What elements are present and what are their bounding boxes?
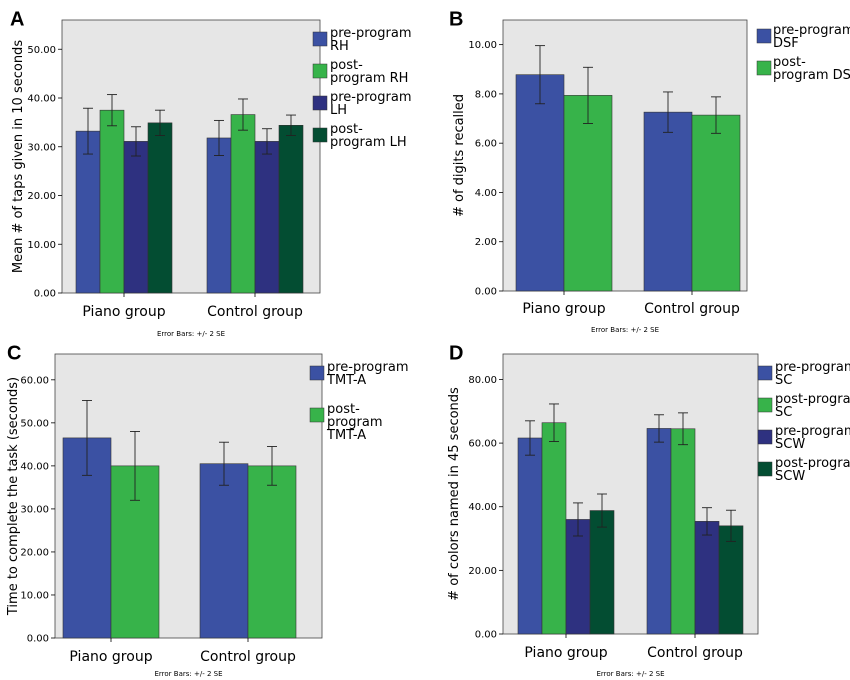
y-tick-label: 10.00 — [27, 240, 56, 251]
panel-letter: B — [449, 8, 463, 30]
legend-swatch — [309, 365, 325, 381]
y-tick-label: 10.00 — [20, 590, 49, 601]
x-tick-label: Control group — [207, 304, 303, 320]
legend-label: post-program RH — [330, 58, 408, 86]
legend-label: pre-program SCW — [775, 424, 850, 452]
chart-panel-d: D 0.00 20.00 40.00 60.00 80.00 # of colors nam… — [447, 342, 850, 678]
chart-panel-c: C 0.00 10.00 20.00 30.00 40.00 50.00 60.00Time … — [6, 342, 409, 678]
y-tick-label: 4.00 — [475, 188, 497, 199]
legend-swatch — [756, 28, 772, 44]
bar — [565, 519, 591, 635]
error-bars-note: Error Bars: +/- 2 SE — [154, 670, 222, 678]
bar — [254, 141, 280, 294]
legend-label: pre-program LH — [330, 90, 412, 118]
bar — [278, 125, 304, 294]
legend-swatch — [312, 31, 328, 47]
y-tick-label: 40.00 — [27, 94, 56, 105]
legend-swatch — [756, 60, 772, 76]
y-tick-label: 20.00 — [468, 566, 497, 577]
x-tick-label: Control group — [647, 645, 743, 661]
y-tick-label: 2.00 — [475, 237, 497, 248]
legend-swatch — [757, 365, 773, 381]
y-tick-label: 8.00 — [475, 89, 497, 100]
x-tick-label: Control group — [200, 649, 296, 665]
legend-swatch — [312, 63, 328, 79]
bar — [230, 114, 256, 294]
legend-label: post-program DSF — [773, 55, 850, 83]
y-tick-label: 60.00 — [20, 375, 49, 386]
y-axis-label: # of digits recalled — [452, 94, 467, 217]
legend: pre-program TMT-A post-program TMT-A — [309, 360, 409, 443]
bar — [541, 422, 567, 635]
y-tick-label: 20.00 — [20, 547, 49, 558]
y-tick-label: 50.00 — [27, 45, 56, 56]
legend-label: post-program TMT-A — [326, 402, 383, 443]
bar — [718, 525, 744, 635]
y-tick-label: 0.00 — [27, 634, 49, 645]
error-bars-note: Error Bars: +/- 2 SE — [157, 330, 225, 338]
y-axis-label: Mean # of taps given in 10 seconds — [11, 40, 26, 273]
bar — [123, 141, 149, 294]
bar — [517, 437, 543, 635]
x-tick-label: Piano group — [522, 301, 605, 317]
bar — [691, 114, 741, 292]
bar — [147, 122, 173, 294]
legend-label: pre-program TMT-A — [326, 360, 409, 388]
bar — [694, 521, 720, 635]
legend-swatch — [309, 407, 325, 423]
x-tick-label: Piano group — [82, 304, 165, 320]
bar — [199, 463, 249, 639]
legend-label: post-program LH — [330, 122, 407, 150]
panel-letter: A — [10, 8, 24, 30]
bar — [670, 428, 696, 635]
legend-swatch — [757, 397, 773, 413]
bar — [99, 109, 125, 294]
x-tick-label: Control group — [644, 301, 740, 317]
y-axis-label: # of colors named in 45 seconds — [447, 387, 462, 601]
y-tick-label: 0.00 — [475, 630, 497, 641]
bar — [589, 510, 615, 635]
y-axis-label: Time to complete the task (seconds) — [6, 377, 21, 616]
bar — [563, 95, 613, 292]
bar — [75, 130, 101, 294]
error-bars-note: Error Bars: +/- 2 SE — [596, 670, 664, 678]
y-tick-label: 0.00 — [475, 287, 497, 298]
y-tick-label: 20.00 — [27, 191, 56, 202]
y-tick-label: 40.00 — [20, 461, 49, 472]
legend-swatch — [312, 127, 328, 143]
chart-panel-b: B 0.00 2.00 4.00 6.00 8.00 10.00 # of digits re… — [449, 8, 850, 334]
legend-swatch — [312, 95, 328, 111]
panel-letter: C — [7, 342, 21, 364]
y-tick-label: 50.00 — [20, 418, 49, 429]
bar — [206, 137, 232, 294]
y-tick-label: 6.00 — [475, 139, 497, 150]
legend: pre-program DSF post-program DSF — [756, 23, 850, 83]
y-tick-label: 30.00 — [20, 504, 49, 515]
legend-swatch — [757, 461, 773, 477]
x-tick-label: Piano group — [524, 645, 607, 661]
legend-swatch — [757, 429, 773, 445]
y-tick-label: 40.00 — [468, 502, 497, 513]
y-tick-label: 30.00 — [27, 142, 56, 153]
x-tick-label: Piano group — [69, 649, 152, 665]
y-tick-label: 80.00 — [468, 375, 497, 386]
bar — [515, 74, 565, 292]
y-tick-label: 60.00 — [468, 439, 497, 450]
y-tick-label: 10.00 — [468, 40, 497, 51]
y-tick-label: 0.00 — [34, 289, 56, 300]
bar — [646, 428, 672, 635]
legend-label: pre-program DSF — [773, 23, 850, 51]
bar — [643, 111, 693, 292]
legend-label: pre-program RH — [330, 26, 412, 54]
legend-label: pre-program SC — [775, 360, 850, 388]
error-bars-note: Error Bars: +/- 2 SE — [591, 326, 659, 334]
bar — [247, 465, 297, 639]
panel-letter: D — [449, 342, 463, 364]
legend: pre-program RH post-program RH pre-program L… — [312, 26, 412, 150]
